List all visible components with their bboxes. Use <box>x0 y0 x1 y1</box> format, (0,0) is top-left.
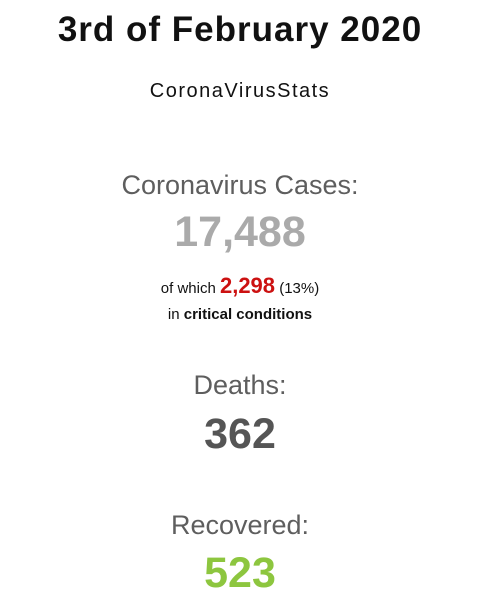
critical-summary: of which 2,298 (13%) <box>0 272 480 303</box>
cases-label: Coronavirus Cases: <box>121 170 359 200</box>
deaths-label: Deaths: <box>193 370 287 400</box>
recovered-count: 523 <box>204 549 276 597</box>
critical-percent: (13%) <box>279 280 320 297</box>
critical-conditions-line: in critical conditions <box>0 304 480 326</box>
critical-line2-prefix: in <box>167 306 180 323</box>
site-name: CoronaVirusStats <box>149 80 331 102</box>
date-title: 3rd of February 2020 <box>57 10 423 49</box>
critical-count: 2,298 <box>219 273 276 298</box>
recovered-label: Recovered: <box>170 510 310 540</box>
deaths-count: 362 <box>204 410 276 458</box>
critical-conditions-text: critical conditions <box>183 306 313 323</box>
cases-count: 17,488 <box>174 208 306 256</box>
critical-prefix: of which <box>160 280 216 297</box>
